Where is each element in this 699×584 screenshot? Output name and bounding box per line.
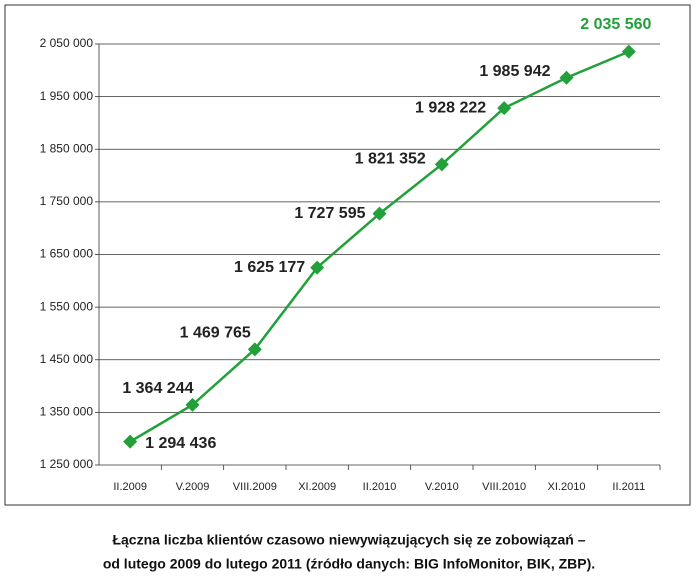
value-label: 1 469 765	[180, 325, 251, 342]
marker	[310, 260, 325, 275]
marker	[247, 342, 262, 357]
marker	[559, 70, 574, 85]
value-label: 1 727 595	[294, 205, 365, 222]
caption-line: od lutego 2009 do lutego 2011 (źródło da…	[103, 556, 595, 572]
x-tick-label: V.2009	[176, 481, 210, 493]
marker	[621, 44, 636, 59]
x-tick-label: II.2010	[363, 481, 397, 493]
marker	[434, 157, 449, 172]
x-tick-label: XI.2009	[298, 481, 336, 493]
x-tick-label: XI.2010	[548, 481, 586, 493]
value-label: 1 294 436	[145, 435, 216, 452]
y-tick-label: 1 250 000	[40, 457, 94, 471]
y-tick-label: 1 550 000	[40, 299, 94, 313]
value-label: 1 821 352	[355, 151, 426, 168]
x-tick-label: V.2010	[425, 481, 459, 493]
y-tick-label: 1 350 000	[40, 405, 94, 419]
y-tick-label: 1 850 000	[40, 141, 94, 155]
marker	[497, 101, 512, 116]
x-tick-label: II.2009	[113, 481, 147, 493]
y-tick-label: 1 950 000	[40, 89, 94, 103]
marker	[372, 206, 387, 221]
marker	[185, 397, 200, 412]
value-label: 1 625 177	[234, 259, 305, 276]
x-tick-label: VIII.2010	[482, 481, 526, 493]
y-tick-label: 1 650 000	[40, 247, 94, 261]
chart-frame	[4, 4, 691, 506]
x-tick-label: II.2011	[612, 481, 645, 493]
line	[129, 50, 630, 443]
y-tick-label: 2 050 000	[40, 36, 94, 50]
value-label: 2 035 560	[580, 16, 651, 33]
x-tick-label: VIII.2009	[233, 481, 277, 493]
value-label: 1 985 942	[479, 63, 550, 80]
caption-line: Łączna liczba klientów czasowo niewywiąz…	[112, 532, 585, 548]
value-label: 1 928 222	[415, 99, 486, 116]
value-label: 1 364 244	[122, 380, 193, 397]
marker	[123, 434, 138, 449]
y-tick-label: 1 450 000	[40, 352, 94, 366]
y-tick-label: 1 750 000	[40, 194, 94, 208]
